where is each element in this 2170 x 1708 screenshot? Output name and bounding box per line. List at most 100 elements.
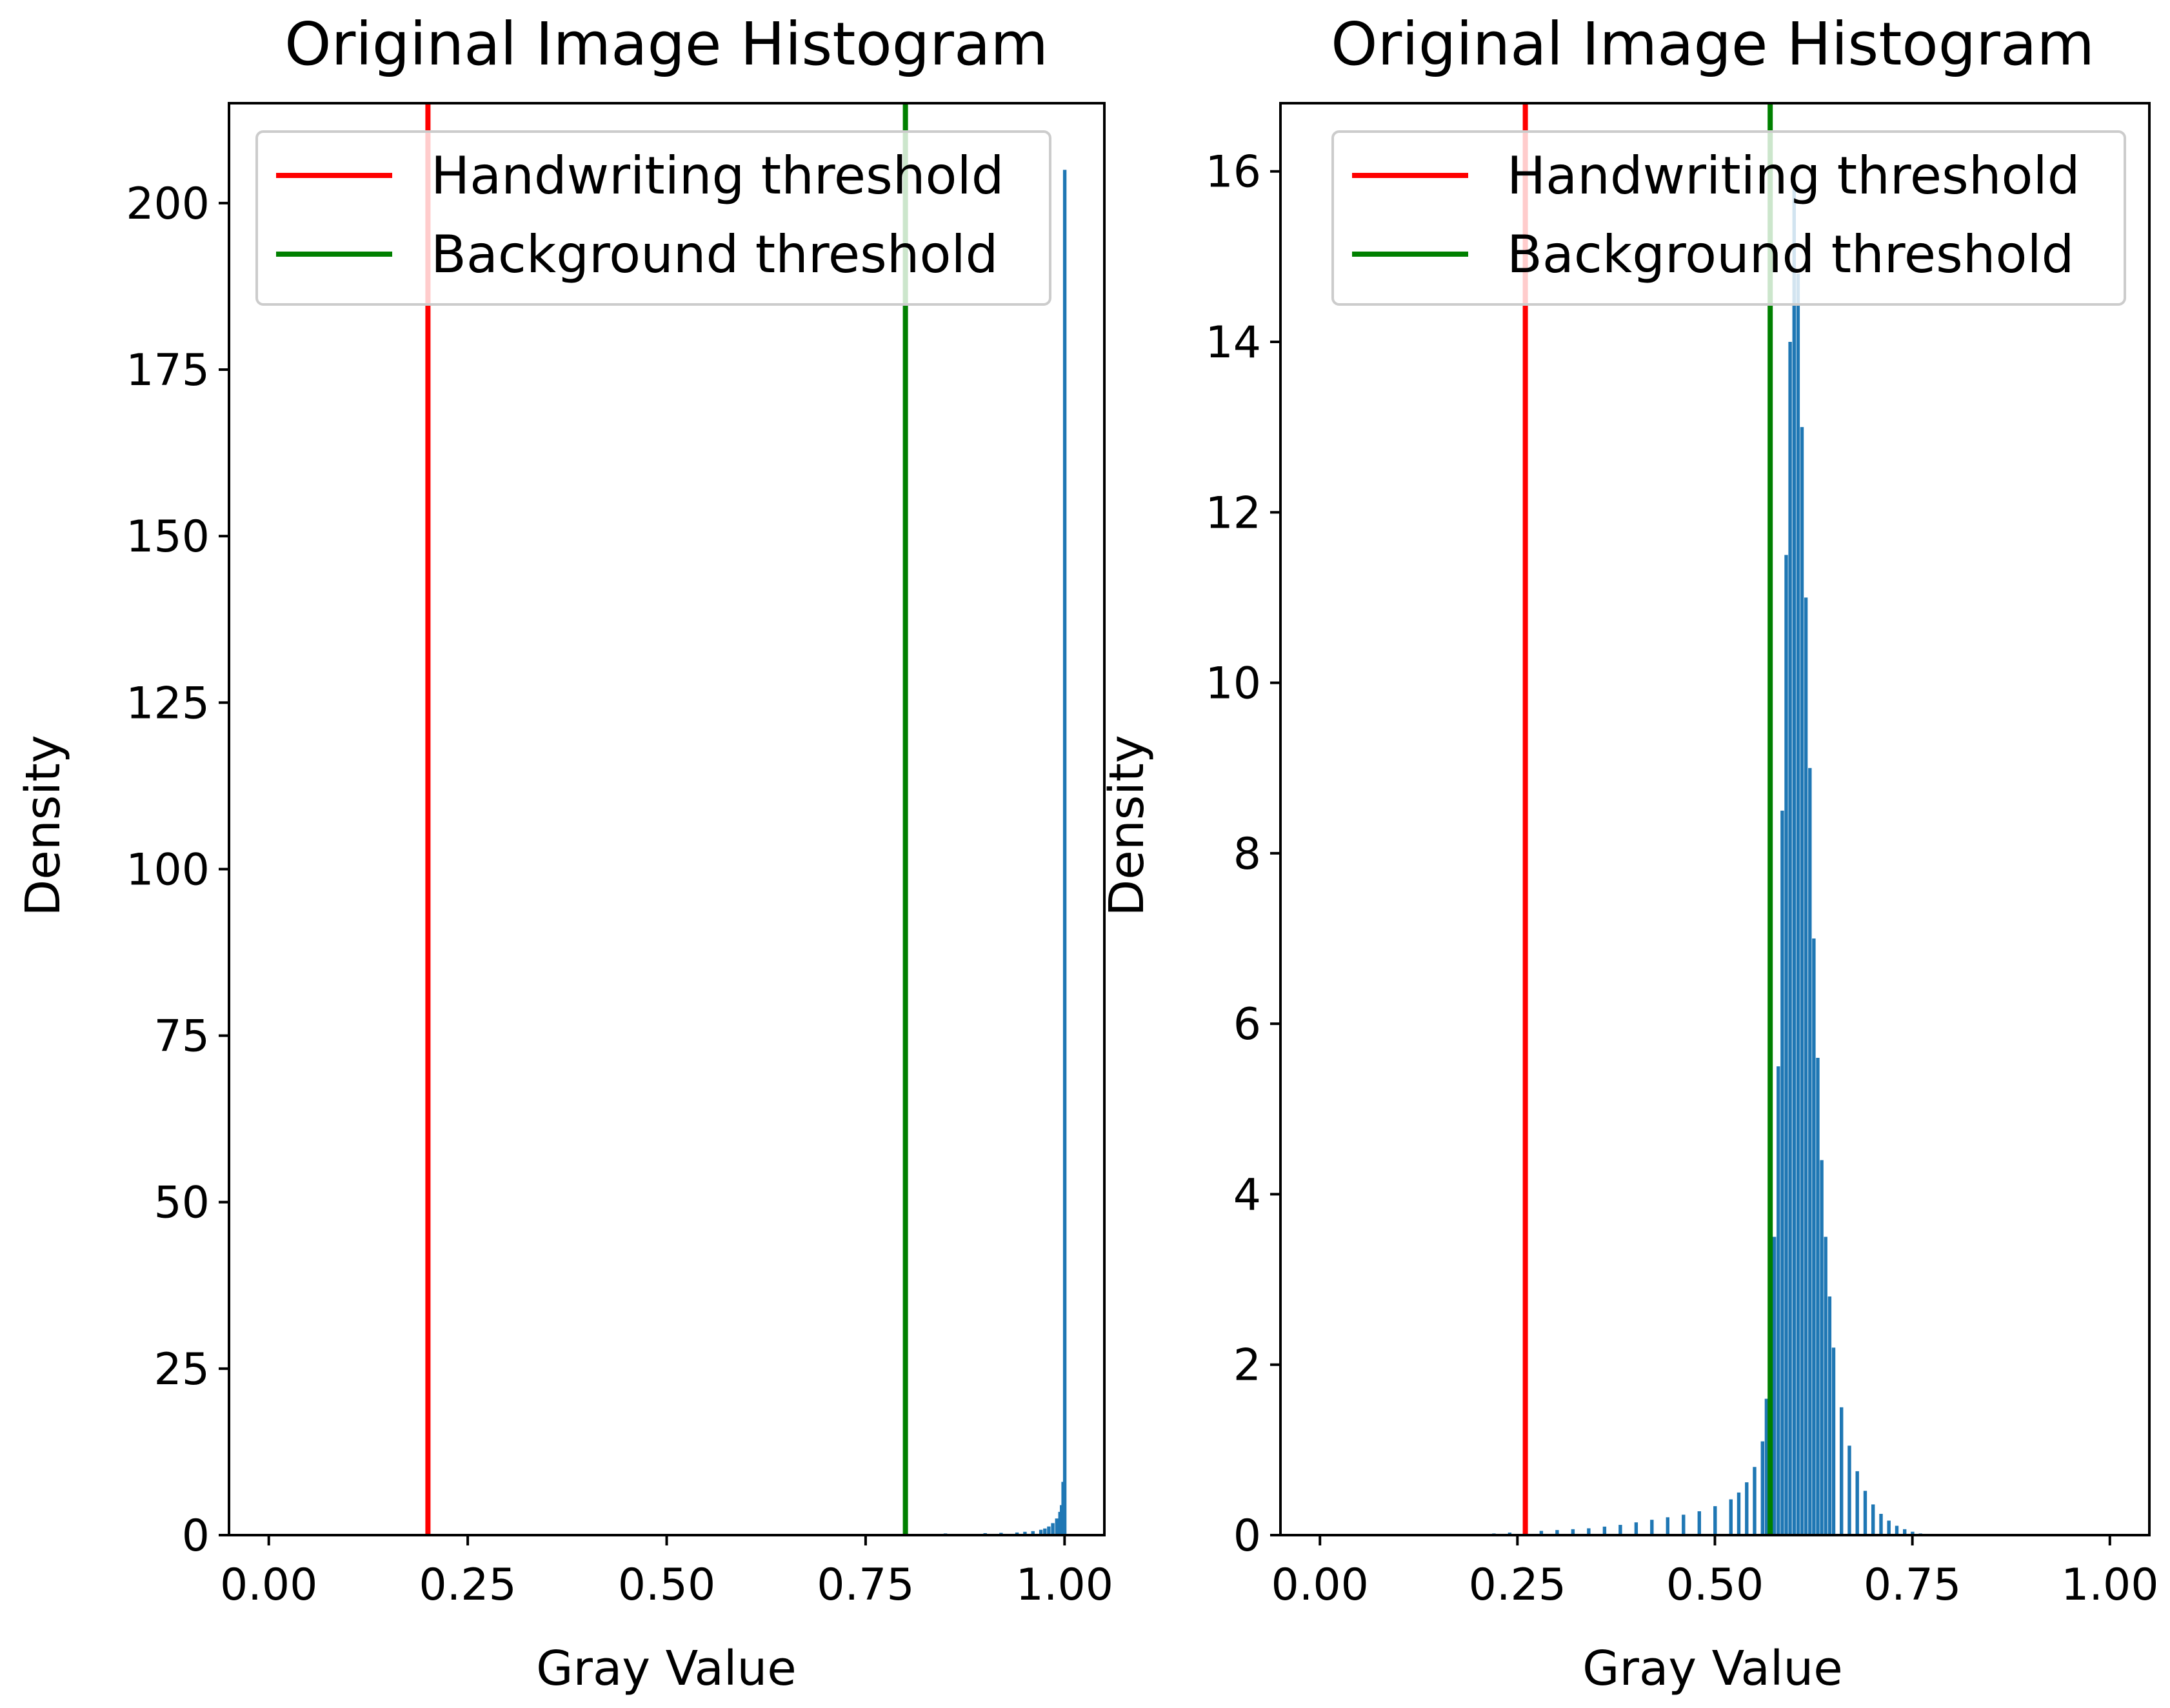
right-bar-16 [1729, 1499, 1733, 1535]
right-bar-34 [1816, 1058, 1820, 1535]
left-y-tick-label-3: 75 [154, 1011, 210, 1062]
right-bar-18 [1745, 1482, 1749, 1535]
right-bar-42 [1863, 1491, 1867, 1535]
left-legend-box [255, 130, 1051, 306]
left-histogram-panel: Original Image Histogram 0.00 0.25 0.50 0.7… [15, 10, 1113, 1696]
right-bar-17 [1737, 1492, 1741, 1535]
right-bar-41 [1855, 1471, 1859, 1535]
right-bar-45 [1887, 1520, 1891, 1535]
left-legend: Handwriting threshold Background thresho… [255, 130, 1051, 306]
right-bar-37 [1827, 1296, 1832, 1535]
right-bar-7 [1587, 1528, 1591, 1535]
right-bar-19 [1753, 1467, 1757, 1535]
left-y-tick-label-2: 50 [154, 1178, 210, 1229]
right-bar-46 [1895, 1525, 1899, 1535]
right-x-tick-label-1: 0.25 [1469, 1560, 1566, 1611]
left-x-tick-label-0: 0.00 [220, 1560, 317, 1611]
right-bar-5 [1555, 1530, 1559, 1535]
right-y-tick-label-0: 0 [1233, 1511, 1261, 1562]
right-y-tick-label-2: 4 [1233, 1169, 1261, 1220]
left-x-tick-label-3: 0.75 [817, 1560, 914, 1611]
right-bar-38 [1831, 1347, 1836, 1535]
right-histogram-panel: Original Image Histogram 0.00 0.25 0.50 0.7… [1099, 10, 2158, 1696]
left-x-tick-label-2: 0.50 [618, 1560, 715, 1611]
right-bar-11 [1650, 1520, 1654, 1535]
right-bar-26 [1784, 555, 1788, 1535]
right-y-tick-label-8: 16 [1205, 147, 1261, 198]
left-x-tick-label-4: 1.00 [1016, 1560, 1113, 1611]
right-bar-10 [1634, 1522, 1638, 1535]
right-bar-12 [1666, 1517, 1669, 1536]
left-bar-12 [1047, 1526, 1051, 1535]
right-bar-6 [1571, 1529, 1575, 1536]
right-y-tick-label-3: 6 [1233, 999, 1261, 1050]
right-legend: Handwriting threshold Background thresho… [1331, 130, 2126, 306]
right-bar-48 [1911, 1531, 1915, 1535]
right-y-axis-label: Density [1099, 735, 1155, 916]
left-bar-8 [1023, 1531, 1027, 1535]
right-legend-label-background: Background threshold [1507, 224, 2074, 284]
right-bar-28 [1792, 188, 1796, 1535]
left-bar-9 [1031, 1531, 1035, 1535]
right-y-tick-label-5: 10 [1205, 659, 1261, 710]
left-y-tick-label-6: 150 [126, 511, 210, 562]
left-y-tick-label-5: 125 [126, 678, 210, 729]
left-y-tick-label-8: 200 [126, 179, 210, 230]
left-legend-label-background: Background threshold [431, 224, 998, 284]
right-bar-43 [1871, 1504, 1875, 1535]
right-y-tick-label-6: 12 [1205, 488, 1261, 539]
left-bar-7 [1015, 1532, 1019, 1535]
left-threshold-lines [425, 103, 908, 1535]
right-x-ticks: 0.00 0.25 0.50 0.75 1.00 [1271, 1535, 2158, 1611]
right-y-tick-label-7: 14 [1205, 317, 1261, 368]
right-bar-31 [1804, 597, 1808, 1535]
right-bar-40 [1847, 1445, 1851, 1536]
left-legend-label-handwriting: Handwriting threshold [431, 146, 1004, 206]
left-y-tick-label-7: 175 [126, 345, 210, 396]
right-bar-44 [1879, 1514, 1883, 1535]
right-bar-15 [1713, 1506, 1717, 1535]
right-y-tick-label-4: 8 [1233, 829, 1261, 880]
right-bar-39 [1840, 1407, 1844, 1535]
right-bar-13 [1682, 1514, 1686, 1535]
left-y-tick-label-4: 100 [126, 844, 210, 895]
left-y-tick-label-0: 0 [182, 1511, 210, 1562]
left-bar-18 [1062, 170, 1067, 1535]
left-y-axis-label: Density [15, 735, 71, 916]
right-bar-35 [1820, 1160, 1824, 1535]
right-x-tick-label-0: 0.00 [1271, 1560, 1369, 1611]
right-legend-label-handwriting: Handwriting threshold [1507, 146, 2080, 206]
right-bar-23 [1773, 1236, 1777, 1535]
right-bar-9 [1618, 1525, 1622, 1535]
left-bar-13 [1051, 1523, 1055, 1535]
left-x-axis-label: Gray Value [536, 1641, 797, 1696]
right-y-ticks: 0 2 4 6 8 10 12 14 16 [1205, 147, 1280, 1562]
left-y-tick-label-1: 25 [154, 1344, 210, 1395]
right-bar-14 [1697, 1511, 1701, 1535]
left-x-tick-label-1: 0.25 [419, 1560, 516, 1611]
right-bar-33 [1812, 938, 1816, 1535]
right-bars [1476, 188, 1938, 1536]
right-chart-title: Original Image Histogram [1331, 10, 2095, 79]
left-x-ticks: 0.00 0.25 0.50 0.75 1.00 [220, 1535, 1113, 1611]
right-x-tick-label-2: 0.50 [1666, 1560, 1764, 1611]
left-bar-11 [1043, 1528, 1047, 1535]
right-bar-47 [1903, 1529, 1907, 1536]
left-y-ticks: 0 25 50 75 100 125 150 175 200 [126, 179, 229, 1562]
right-threshold-lines [1522, 103, 1773, 1535]
right-bar-8 [1602, 1526, 1607, 1535]
right-x-tick-label-3: 0.75 [1864, 1560, 1961, 1611]
right-bar-21 [1764, 1398, 1769, 1535]
right-bar-29 [1796, 273, 1800, 1535]
right-bar-30 [1800, 427, 1804, 1535]
left-bars [784, 170, 1067, 1535]
left-bar-10 [1039, 1529, 1043, 1535]
right-bar-32 [1808, 768, 1812, 1535]
right-bar-36 [1824, 1236, 1827, 1535]
right-y-tick-label-1: 2 [1233, 1340, 1261, 1391]
left-bar-14 [1055, 1518, 1059, 1535]
right-bar-24 [1777, 1066, 1780, 1535]
right-x-tick-label-4: 1.00 [2061, 1560, 2158, 1611]
right-x-axis-label: Gray Value [1582, 1641, 1843, 1696]
